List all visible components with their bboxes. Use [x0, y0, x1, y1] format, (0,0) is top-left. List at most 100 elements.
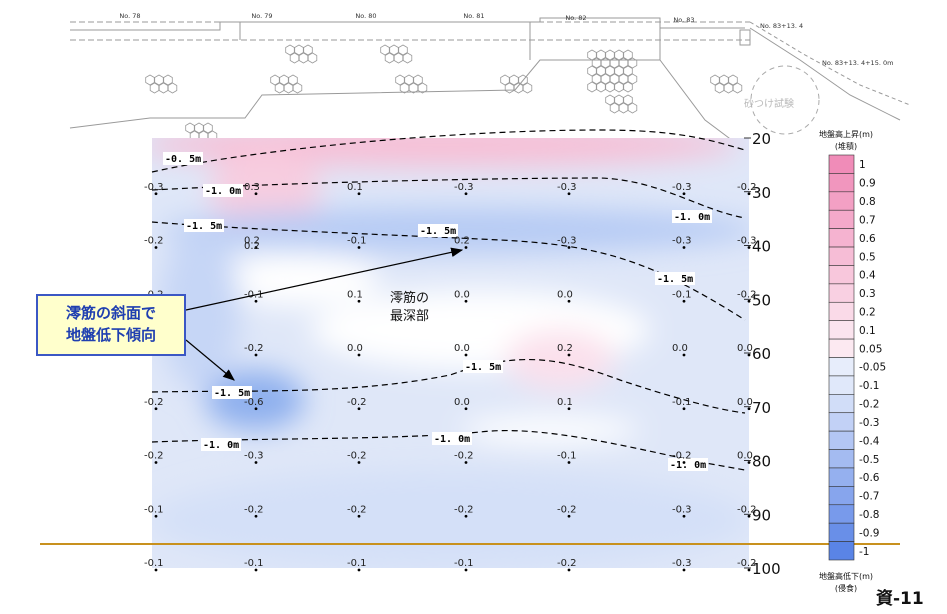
station-label: No. 83+13. 4	[760, 22, 803, 30]
deepest-line-1: 澪筋の	[390, 291, 430, 306]
legend-subtitle-top: (堆積)	[834, 142, 858, 151]
legend-level: -0.3	[859, 417, 880, 429]
cell-value: -0.2	[557, 504, 577, 515]
riprap-block	[149, 82, 160, 94]
riprap-block	[307, 52, 318, 64]
callout-arrow-slope	[185, 339, 235, 381]
sample-point	[154, 514, 158, 518]
station-label: No. 83+13. 4+15. 0m	[822, 59, 893, 67]
riprap-block	[285, 44, 295, 56]
cell-value: -0.2	[347, 397, 367, 408]
sample-point	[567, 568, 571, 572]
sample-point	[254, 246, 258, 249]
cell-value: 0.0	[454, 343, 470, 354]
legend-swatch	[828, 173, 855, 193]
legend-level: 0.2	[859, 306, 876, 318]
sample-point	[747, 299, 751, 303]
riprap-block	[283, 82, 294, 94]
cell-value: -0.3	[557, 236, 577, 247]
riprap-block	[303, 44, 313, 56]
cell-value: -0.1	[144, 504, 164, 515]
riprap-block	[732, 82, 743, 94]
cross-section-sketch	[69, 17, 911, 151]
y-tick-label: 80	[752, 453, 771, 471]
sample-point	[357, 461, 361, 464]
contour-label-box	[184, 219, 224, 232]
cell-value: -0.3	[557, 182, 577, 193]
y-tick-label: 50	[752, 291, 771, 309]
callout-line-2: 地盤低下傾向	[65, 326, 156, 344]
sample-point	[567, 353, 571, 357]
sample-point	[357, 299, 361, 303]
sample-point	[254, 568, 258, 572]
cell-value: 0.0	[454, 397, 470, 408]
riprap-block	[404, 74, 414, 86]
cell-value: -0.2	[244, 343, 264, 354]
cell-value: 0.2	[557, 343, 573, 354]
cell-value: -0.2	[347, 504, 367, 515]
cell-value: -0.3	[737, 236, 757, 247]
legend-title-bottom: 地盤高低下(m)	[818, 572, 874, 581]
cell-value: -0.2	[557, 558, 577, 569]
riprap-block	[623, 94, 633, 106]
page-number: 資-11	[876, 589, 924, 609]
cell-value: -0.2	[144, 236, 164, 247]
sample-point	[464, 299, 468, 303]
contour-label-box	[655, 272, 695, 285]
cell-value: 0.1	[347, 182, 363, 193]
legend-level: 0.6	[859, 233, 876, 245]
legend-level: -0.7	[859, 491, 880, 503]
contour-label-box	[163, 152, 203, 165]
legend-swatch	[828, 504, 855, 524]
sample-point	[567, 246, 571, 249]
riprap-block	[504, 82, 515, 94]
riprap-block	[158, 82, 169, 94]
riprap-block	[395, 74, 405, 86]
cell-value: -0.3	[672, 236, 692, 247]
sample-point	[464, 461, 468, 464]
legend-level: -0.4	[859, 435, 880, 447]
legend-level: 0.3	[859, 288, 876, 300]
riprap-block	[518, 74, 528, 86]
contour-label: -1. 0m	[674, 212, 710, 223]
sample-point	[567, 514, 571, 518]
sample-point	[682, 192, 686, 196]
cell-value: -0.6	[244, 397, 264, 408]
riprap-block	[294, 44, 304, 56]
contour-label: -1. 0m	[670, 460, 706, 471]
contour-label: -1. 0m	[434, 434, 470, 445]
legend-level: 0.05	[859, 343, 882, 355]
contour-labels: -0. 5m -1. 0m -1. 5m -1. 5m -1. 0m -1. 5m -1. …	[163, 152, 712, 471]
sample-point	[357, 353, 361, 357]
legend-swatch	[828, 375, 855, 395]
sample-point	[154, 568, 158, 572]
riprap-block	[714, 82, 725, 94]
riprap-block	[417, 82, 428, 94]
cell-value: -0.2	[454, 451, 474, 462]
cell-value: -0.1	[347, 558, 367, 569]
sample-point	[254, 299, 258, 303]
sample-point	[357, 514, 361, 518]
y-tick-label: 60	[752, 345, 771, 363]
riprap-block	[605, 81, 615, 93]
callout-arrow-deep	[185, 247, 464, 311]
cell-value: -0.2	[672, 451, 692, 462]
cell-value: -0.2	[144, 397, 164, 408]
legend-level: -0.5	[859, 454, 880, 466]
legend-swatch	[828, 228, 855, 248]
sample-point	[464, 568, 468, 572]
sample-point	[154, 461, 158, 464]
legend-level: -0.1	[859, 380, 880, 392]
sample-point	[682, 246, 686, 249]
callout-line-1: 澪筋の斜面で	[65, 304, 156, 322]
sample-point	[747, 568, 751, 572]
contour-label: -1. 0m	[203, 440, 239, 451]
sample-point	[357, 246, 361, 249]
sample-point	[747, 246, 751, 249]
cell-value: -0.2	[737, 182, 757, 193]
legend-level: 1	[859, 159, 866, 171]
sample-point	[682, 568, 686, 572]
legend-level: 0.1	[859, 325, 876, 337]
legend-level: 0.8	[859, 196, 876, 208]
